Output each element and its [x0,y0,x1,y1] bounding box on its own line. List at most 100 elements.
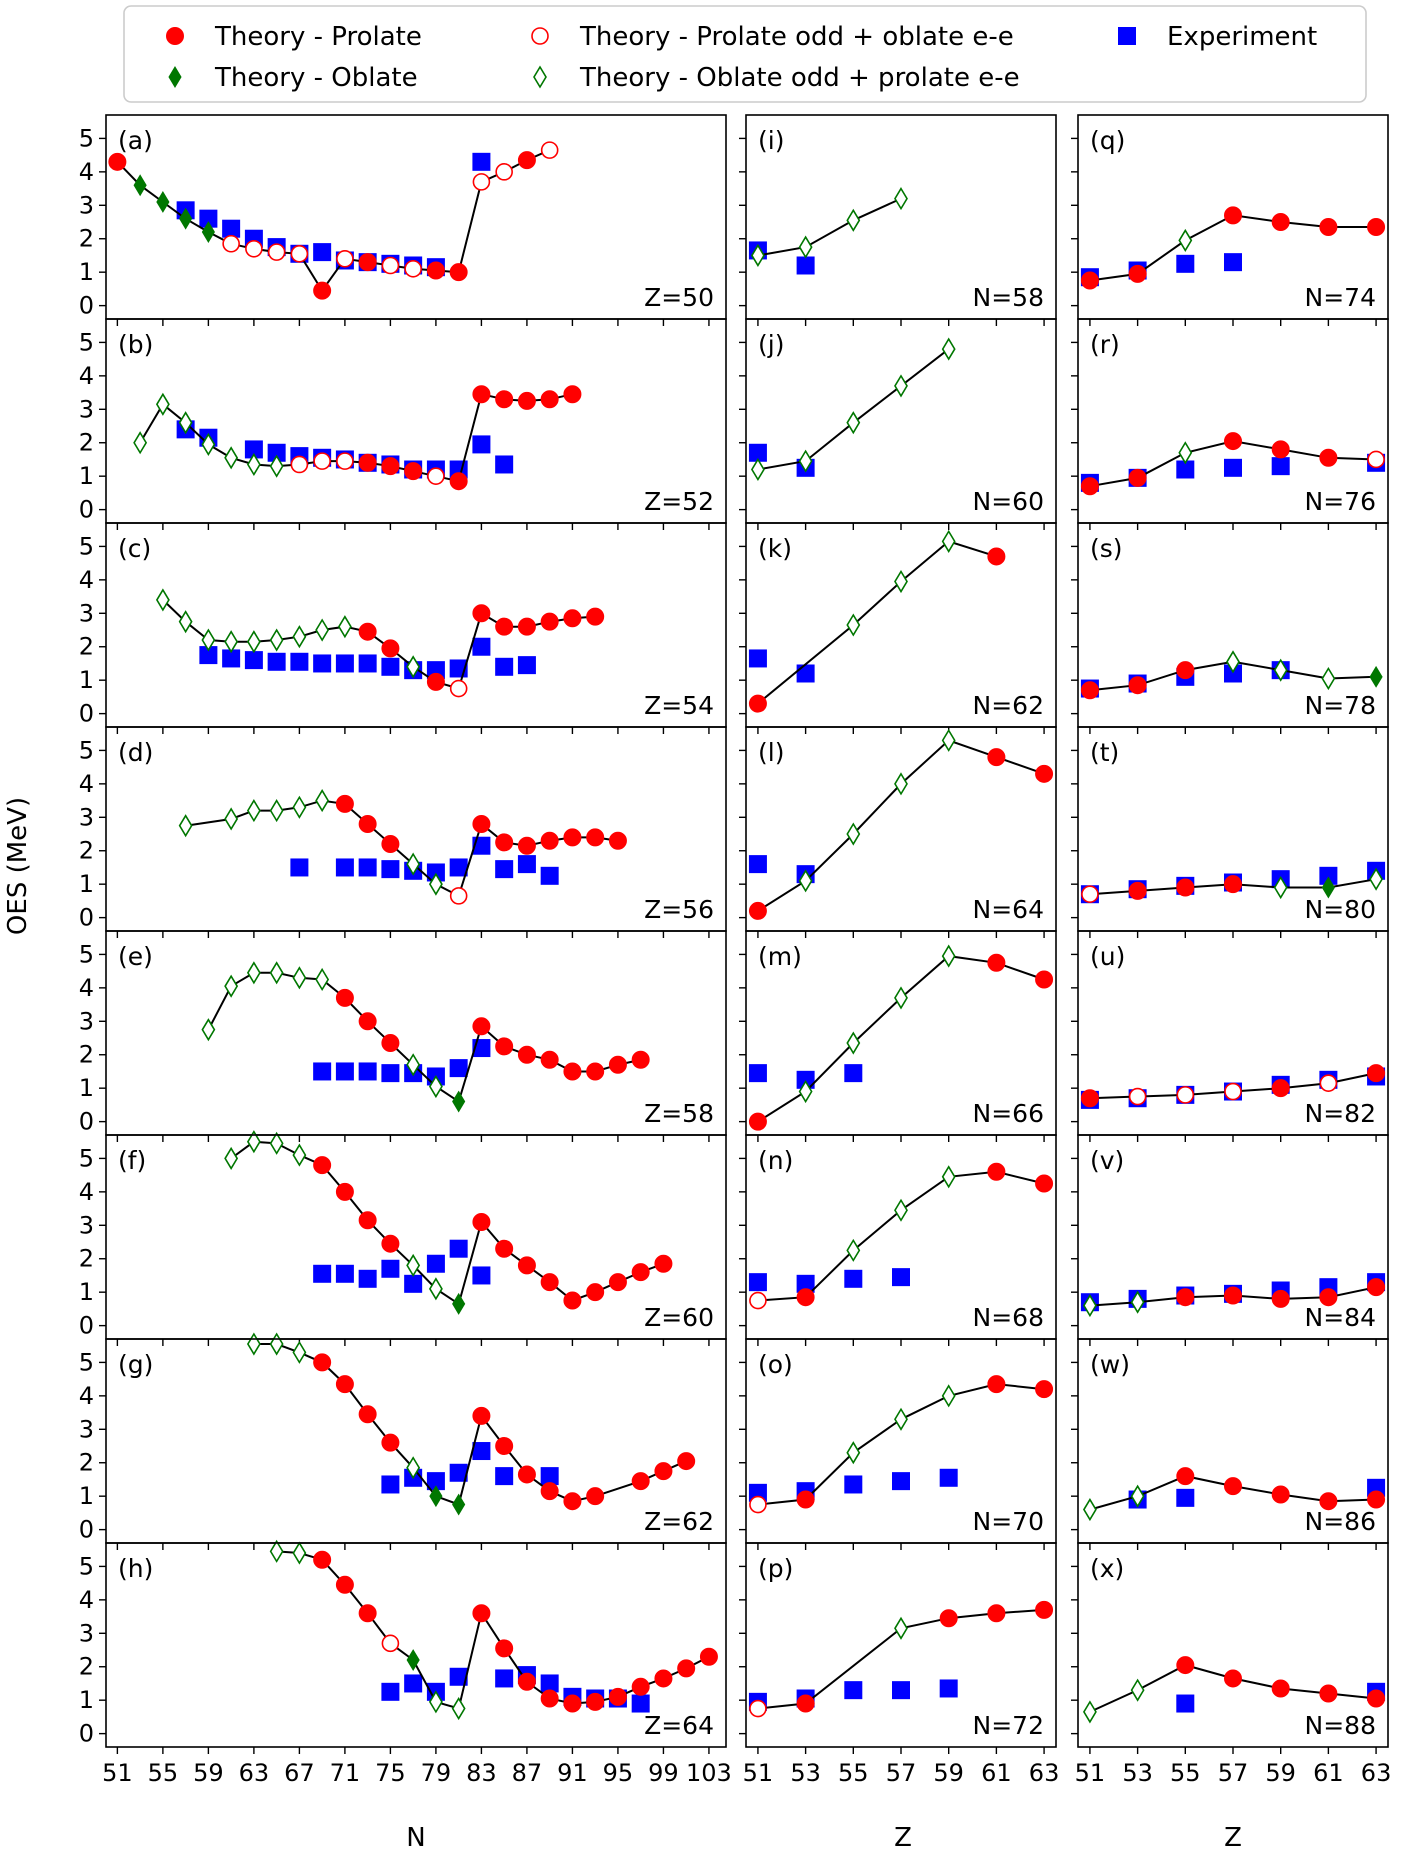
x-tick-label: 59 [933,1759,964,1787]
experiment-point [540,1674,559,1693]
y-tick-label: 5 [79,736,94,764]
theory-point-pro-o [449,679,468,698]
x-tick-label: 57 [886,1759,917,1787]
theory-point-obl-o [246,1130,261,1154]
theory-point-pro [404,462,423,481]
theory-line [757,540,997,705]
x-tick-label: 59 [193,1759,224,1787]
theory-point-pro [654,1462,673,1481]
theory-point-obl-o [315,618,330,642]
experiment-point [199,646,218,665]
theory-point-pro [540,1050,559,1069]
panel-label: (k) [758,534,792,563]
theory-point-pro [1080,1089,1099,1108]
x-tick-label: 83 [466,1759,497,1787]
theory-point-obl [1321,876,1335,899]
y-tick-label: 4 [79,566,94,594]
theory-point-pro [1080,477,1099,496]
y-tick-label: 5 [79,940,94,968]
theory-point-pro [987,1162,1006,1181]
legend-entry-pro-o: Theory - Prolate odd + oblate e-e [531,22,1014,52]
panel-frame [105,930,727,1136]
panel-nucleus-tag: Z=58 [644,1099,714,1128]
y-tick-label: 4 [79,974,94,1002]
theory-point-pro [1080,681,1099,700]
theory-point-pro [472,814,491,833]
theory-line [757,739,1045,912]
panel-n: (n) N=68 [739,1134,1057,1346]
theory-point-obl-o [1273,658,1288,682]
theory-point-pro [1319,1684,1338,1703]
experiment-point [844,1681,863,1700]
theory-point-obl-o [292,1143,307,1167]
theory-point-pro-o [749,1291,767,1310]
theory-line [757,348,950,471]
theory-point-obl-o [292,1541,307,1565]
theory-point-pro [517,391,536,410]
theory-point-pro [1176,1656,1195,1675]
theory-point-pro [517,617,536,636]
y-tick-label: 3 [79,395,94,423]
experiment-point [404,1674,423,1693]
panel-label: (g) [118,1350,153,1379]
y-tick-label: 3 [79,803,94,831]
y-tick-label: 5 [79,124,94,152]
panel-nucleus-tag: N=84 [1305,1303,1376,1332]
experiment-point [381,1475,400,1494]
theory-point-obl-o [224,974,239,998]
legend-entry-exp: Experiment [1118,22,1317,52]
theory-point-pro [540,1482,559,1501]
x-tick-label: 79 [421,1759,452,1787]
x-axis-label-n: N [406,1823,425,1853]
panel-label: (i) [758,126,784,155]
theory-point-obl-o [406,1053,421,1077]
experiment-point [244,651,263,670]
theory-point-pro [1128,676,1147,695]
theory-point-pro [472,1017,491,1036]
theory-point-pro [1319,1288,1338,1307]
x-tick-label: 55 [1170,1759,1201,1787]
panel-label: (d) [118,738,153,767]
panel-label: (t) [1090,738,1119,767]
experiment-point [1319,866,1338,885]
experiment-point [1271,457,1290,476]
theory-point-pro-o [495,163,513,181]
panel-frame [105,1542,727,1748]
theory-point-pro [608,1687,627,1706]
panel-x: 51 53 55 57 59 61 63 (x) N=88 [1071,1542,1391,1787]
theory-point-pro [381,639,400,658]
theory-point-obl-o [224,807,239,831]
x-tick-label: 71 [330,1759,361,1787]
experiment-point [313,1264,332,1283]
theory-point-pro [1176,1288,1195,1307]
panel-label: (h) [118,1554,153,1583]
theory-point-pro [987,748,1006,767]
theory-point-pro [631,1677,650,1696]
experiment-point [495,657,514,676]
experiment-point [313,1062,332,1081]
theory-point-pro-o [381,1634,400,1653]
experiment-point [517,656,536,675]
panel-nucleus-tag: Z=54 [644,691,714,720]
experiment-point [404,1274,423,1293]
x-tick-label: 91 [557,1759,588,1787]
theory-point-obl-o [224,630,239,654]
theory-point-pro [699,1647,718,1666]
theory-point-pro [563,609,582,628]
panel-j: (j) N=60 [739,318,1057,530]
theory-point-pro [1271,213,1290,232]
theory-point-pro [1224,206,1242,225]
y-tick-label: 0 [79,1312,94,1340]
theory-point-pro [1224,875,1242,894]
theory-point-pro [631,1050,650,1069]
y-tick-label: 4 [79,362,94,390]
theory-point-obl-o [406,1456,421,1480]
theory-point-pro [335,1575,354,1594]
theory-point-pro [563,385,582,404]
theory-point-pro [1035,1600,1054,1619]
x-tick-label: 63 [1029,1759,1060,1787]
experiment-point [796,1070,815,1089]
y-tick-label: 3 [79,599,94,627]
y-tick-label: 2 [79,429,94,457]
x-tick-label: 53 [790,1759,821,1787]
